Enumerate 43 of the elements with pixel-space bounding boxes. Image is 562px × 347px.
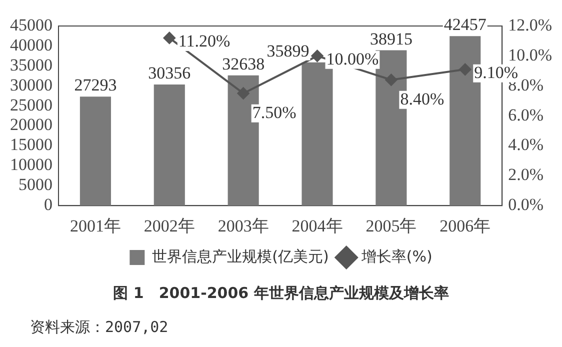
x-tick-label: 2005年 <box>366 216 417 236</box>
data-label: 8.40% <box>400 89 444 108</box>
data-label: 42457 <box>444 15 487 34</box>
y-tick-label: 35000 <box>10 55 52 74</box>
text: 图 1 2001-2006 年世界信息产业规模及增长率 <box>112 284 450 303</box>
data-label: 38915 <box>370 29 412 48</box>
point <box>163 32 176 44</box>
data-label: 10.00% <box>326 49 379 68</box>
data-label: 7.50% <box>252 102 296 122</box>
bar <box>154 84 185 206</box>
x-tick-label: 2003年 <box>218 216 269 236</box>
y-tick-label: 0 <box>44 195 52 214</box>
y-tick-label: 40000 <box>10 35 52 54</box>
y-tick-label: 45000 <box>10 15 52 34</box>
x-tick-label: 2002年 <box>144 216 195 236</box>
y2-tick-label: 4.0% <box>508 135 544 154</box>
data-label: 27293 <box>74 76 117 95</box>
point <box>385 74 398 86</box>
y-tick-label: 20000 <box>10 115 52 134</box>
y2-tick-label: 10.0% <box>508 45 552 64</box>
data-label: 35899 <box>266 41 310 60</box>
y-tick-label: 30000 <box>10 75 52 94</box>
legend-label: 世界信息产业规模(亿美元) <box>152 247 329 266</box>
data-label: 32638 <box>222 54 265 74</box>
y2-tick-label: 2.0% <box>508 165 544 184</box>
y-tick-label: 5000 <box>18 175 52 194</box>
x-tick-label: 2004年 <box>292 216 343 236</box>
point <box>311 50 324 62</box>
data-label: 11.20% <box>178 31 230 50</box>
x-tick-label: 2006年 <box>440 216 491 236</box>
text: 资料来源：2007,02 <box>30 318 168 337</box>
data-label: 30356 <box>148 63 191 82</box>
y2-tick-label: 12.0% <box>508 15 552 34</box>
y-tick-label: 25000 <box>10 95 52 114</box>
y-tick-label: 15000 <box>10 135 52 154</box>
point <box>237 87 250 100</box>
y-tick-label: 10000 <box>10 155 52 174</box>
legend-label: 增长率(%) <box>360 247 432 266</box>
y2-tick-label: 0.0% <box>508 195 544 214</box>
x-tick-label: 2001年 <box>70 216 121 236</box>
bar <box>80 96 111 206</box>
point <box>459 63 472 76</box>
y2-tick-label: 6.0% <box>508 105 544 124</box>
